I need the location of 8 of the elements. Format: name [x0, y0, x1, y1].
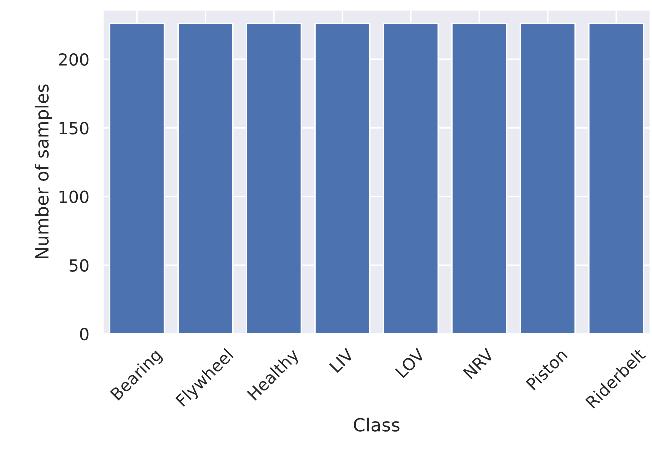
y-tick-label: 50 — [70, 259, 89, 272]
y-axis-title: Number of samples — [34, 84, 52, 259]
x-axis-title: Class — [354, 418, 400, 432]
x-tick-label: LIV — [329, 348, 355, 374]
y-tick-label: 0 — [80, 328, 89, 341]
y-tick-label: 100 — [60, 190, 89, 204]
y-tick-label: 200 — [59, 53, 89, 66]
y-tick-label: 150 — [60, 122, 89, 135]
